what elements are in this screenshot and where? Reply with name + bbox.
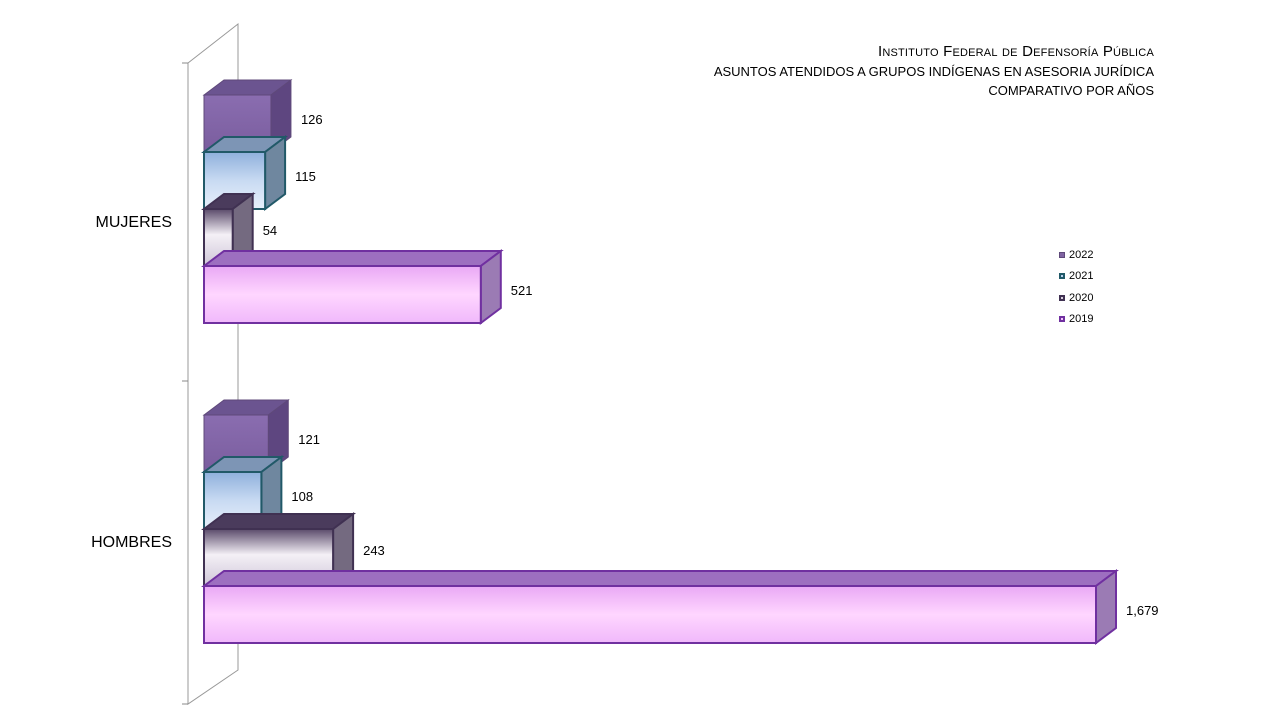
legend-swatch-2021 — [1059, 273, 1065, 280]
chart-subtitle-1: ASUNTOS ATENDIDOS A GRUPOS INDÍGENAS EN … — [713, 64, 1154, 79]
category-label-hombres: HOMBRES — [91, 534, 172, 551]
bar-2019-mujeres — [203, 265, 482, 324]
chart-title: Instituto Federal de Defensoría Pública … — [714, 42, 1154, 100]
legend-item-2019: 2019 — [1059, 309, 1093, 331]
data-label: 108 — [291, 489, 313, 504]
chart-subtitle-2: COMPARATIVO POR AÑOS — [988, 83, 1154, 98]
bar-top-face — [201, 250, 504, 267]
chart-legend: 2022 2021 2020 2019 — [1059, 244, 1093, 330]
legend-item-2021: 2021 — [1059, 266, 1093, 288]
data-label: 54 — [263, 223, 277, 238]
data-label: 121 — [298, 432, 320, 447]
legend-label-2020: 2020 — [1069, 291, 1094, 304]
legend-item-2020: 2020 — [1059, 287, 1093, 309]
chart-title-main: Instituto Federal de Defensoría Pública — [877, 43, 1154, 60]
data-label: 126 — [301, 112, 323, 127]
category-label-mujeres: MUJERES — [95, 214, 172, 231]
bar-2019-hombres — [203, 585, 1097, 644]
legend-item-2022: 2022 — [1059, 244, 1093, 266]
legend-label-2021: 2021 — [1069, 270, 1094, 283]
data-label: 243 — [363, 543, 385, 558]
legend-label-2022: 2022 — [1069, 248, 1094, 261]
data-label: 521 — [511, 283, 533, 298]
bar-top-face — [201, 513, 357, 530]
legend-swatch-2022 — [1059, 251, 1065, 258]
legend-label-2019: 2019 — [1069, 313, 1094, 326]
data-label: 1,679 — [1126, 603, 1159, 618]
legend-swatch-2020 — [1059, 294, 1065, 301]
legend-swatch-2019 — [1059, 316, 1065, 323]
data-label: 115 — [295, 169, 316, 184]
bar-top-face — [201, 570, 1119, 587]
